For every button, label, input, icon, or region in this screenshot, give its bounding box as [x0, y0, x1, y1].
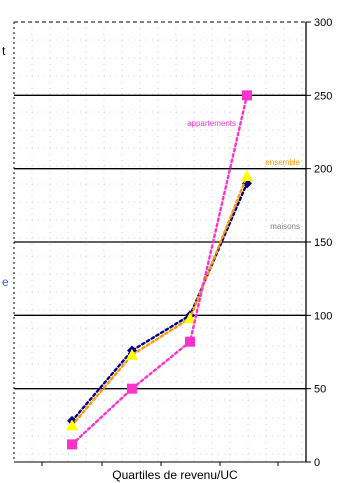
point-ensemble — [241, 170, 253, 181]
series-line-maisons — [70, 182, 249, 423]
y-tick-label: 150 — [314, 237, 332, 249]
series-label-maisons: maisons — [270, 222, 300, 231]
point-appartements — [185, 336, 195, 347]
series-line-appartements — [70, 94, 249, 446]
point-ensemble — [66, 419, 78, 431]
y-tick-label: 250 — [314, 90, 332, 102]
y-axis-ticks: 0 50 100 150 200 250 300 — [41, 17, 332, 469]
gridlines-major — [14, 94, 306, 390]
point-appartements — [242, 90, 252, 101]
series-label-appartements: appartements — [187, 119, 236, 128]
series-line-ensemble — [70, 174, 249, 427]
y-tick-label: 100 — [314, 310, 332, 322]
y-tick-label: 200 — [314, 164, 332, 176]
series-group — [66, 90, 253, 450]
point-ensemble — [184, 312, 196, 324]
point-appartements — [127, 383, 137, 394]
left-fragment-top: t — [2, 44, 6, 58]
series-labels: maisons ensemble appartements — [187, 119, 300, 231]
point-appartements — [67, 439, 77, 450]
y-tick-label: 300 — [314, 17, 332, 29]
y-tick-label: 50 — [314, 384, 326, 396]
series-label-ensemble: ensemble — [265, 158, 300, 167]
y-tick-label: 0 — [314, 457, 320, 469]
point-ensemble — [126, 348, 138, 360]
x-axis-title: Quartiles de revenu/UC — [112, 468, 238, 482]
left-fragment-mid: e — [2, 275, 9, 289]
